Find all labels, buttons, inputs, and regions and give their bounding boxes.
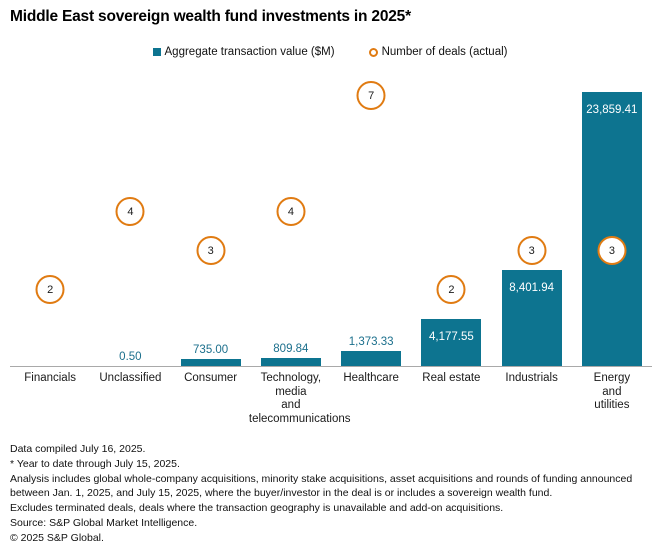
- deal-count-marker[interactable]: 2: [35, 275, 65, 304]
- x-axis-label: Unclassified: [88, 372, 172, 386]
- footnotes: Data compiled July 16, 2025. * Year to da…: [10, 443, 655, 547]
- bar-group[interactable]: 23,859.41 3: [573, 72, 651, 367]
- x-axis-label: Financials: [8, 372, 92, 386]
- x-axis-label: Industrials: [490, 372, 574, 386]
- x-axis-label: Technology, media and telecommunications: [249, 372, 351, 426]
- bar-value-label: 0.50: [119, 351, 142, 363]
- bar-value-label: 1,373.33: [348, 336, 394, 348]
- x-axis-label-line: Unclassified: [99, 372, 162, 384]
- chart-legend: Aggregate transaction value ($M) Number …: [0, 46, 660, 58]
- page-title: Middle East sovereign wealth fund invest…: [10, 8, 411, 25]
- deal-count-marker[interactable]: 4: [115, 197, 145, 226]
- legend-item-number-of-deals[interactable]: Number of deals (actual): [368, 46, 508, 58]
- footnote-line: Excludes terminated deals, deals where t…: [10, 501, 504, 514]
- deal-count-marker[interactable]: 7: [356, 81, 386, 110]
- x-axis-label-line: Technology,: [260, 372, 322, 384]
- x-axis-label: Real estate: [409, 372, 493, 386]
- x-axis-label-line: and: [281, 399, 301, 411]
- x-axis-label-line: Industrials: [505, 372, 558, 384]
- bar[interactable]: [260, 358, 321, 367]
- x-axis-label: Healthcare: [329, 372, 413, 386]
- footnote-line: * Year to date through July 15, 2025.: [10, 458, 180, 471]
- bar-group[interactable]: 8,401.94 3: [493, 72, 571, 367]
- circle-marker-icon: [368, 47, 378, 57]
- deal-count-marker[interactable]: 2: [436, 275, 466, 304]
- x-axis-category-labels: Financials Unclassified Consumer Technology…: [10, 372, 652, 436]
- x-axis-label: Energy and utilities: [570, 372, 654, 413]
- deal-count-marker[interactable]: 3: [517, 236, 547, 265]
- x-axis-label-line: Energy: [593, 372, 631, 384]
- bar-value-label: 809.84: [273, 343, 309, 355]
- legend-label: Aggregate transaction value ($M): [164, 46, 335, 58]
- x-axis-label-line: Consumer: [184, 372, 238, 384]
- footnote-line: Analysis includes global whole-company a…: [10, 473, 633, 499]
- bar-group[interactable]: 735.00 3: [172, 72, 250, 367]
- bar[interactable]: [180, 359, 241, 367]
- bar-group[interactable]: 2: [11, 72, 89, 367]
- x-axis-label: Consumer: [169, 372, 253, 386]
- bar[interactable]: [581, 92, 642, 367]
- bar-value-label: 735.00: [193, 344, 229, 356]
- x-axis-label-line: Financials: [24, 372, 77, 384]
- legend-label: Number of deals (actual): [381, 46, 508, 58]
- bar-group[interactable]: 1,373.33 7: [332, 72, 410, 367]
- x-axis-label-line: and: [602, 385, 622, 398]
- bar[interactable]: [501, 270, 562, 367]
- deal-count-marker[interactable]: 3: [196, 236, 226, 265]
- x-axis-label-line: Real estate: [422, 372, 481, 384]
- x-axis-label-line: telecommunications: [248, 412, 351, 425]
- square-marker-icon: [152, 48, 161, 56]
- x-axis-label-line: utilities: [594, 399, 630, 411]
- deal-count-marker[interactable]: 4: [276, 197, 306, 226]
- bar-group[interactable]: 4,177.55 2: [412, 72, 490, 367]
- deal-count-marker[interactable]: 3: [597, 236, 627, 265]
- x-axis-line: [10, 366, 652, 367]
- footnote-line: Data compiled July 16, 2025.: [10, 443, 146, 455]
- bar[interactable]: [421, 319, 482, 367]
- legend-item-aggregate-transaction-value[interactable]: Aggregate transaction value ($M): [152, 46, 335, 58]
- bar[interactable]: [341, 351, 402, 367]
- footnote-line: Source: S&P Global Market Intelligence.: [10, 516, 198, 529]
- bar-group[interactable]: 809.84 4: [252, 72, 330, 367]
- x-axis-label-line: media: [275, 385, 307, 398]
- bar-group[interactable]: 0.50 4: [91, 72, 169, 367]
- plot-area: 2 0.50 4 735.00 3 809.84 4 1,373.33 7 4,177.55 2 8,…: [10, 72, 652, 367]
- footnote-line: © 2025 S&P Global.: [10, 532, 104, 545]
- x-axis-label-line: Healthcare: [343, 372, 399, 384]
